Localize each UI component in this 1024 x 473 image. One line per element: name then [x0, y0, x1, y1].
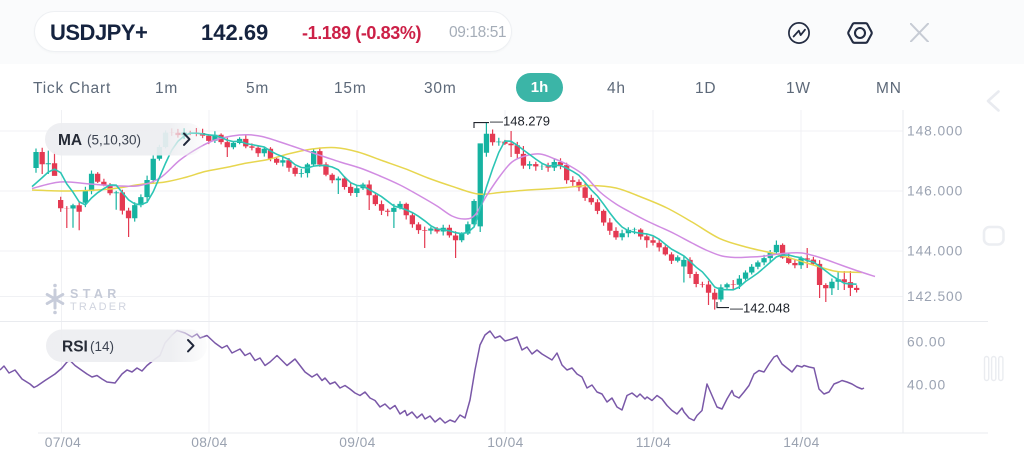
svg-text:40.00: 40.00 — [907, 378, 946, 393]
svg-text:148.000: 148.000 — [907, 124, 963, 139]
svg-text:—148.279: —148.279 — [490, 114, 550, 129]
svg-text:146.000: 146.000 — [907, 184, 963, 199]
svg-text:—142.048: —142.048 — [730, 301, 790, 316]
svg-text:08/04: 08/04 — [191, 435, 228, 450]
svg-text:TRADER: TRADER — [70, 301, 128, 313]
svg-text:09/04: 09/04 — [339, 435, 376, 450]
svg-text:(14): (14) — [90, 339, 114, 354]
svg-text:144.000: 144.000 — [907, 244, 963, 259]
svg-text:(5,10,30): (5,10,30) — [87, 133, 141, 148]
svg-text:07/04: 07/04 — [45, 435, 82, 450]
svg-text:11/04: 11/04 — [636, 435, 672, 450]
svg-text:14/04: 14/04 — [783, 435, 820, 450]
svg-text:STAR: STAR — [70, 287, 121, 301]
svg-text:MA: MA — [58, 132, 82, 149]
svg-text:60.00: 60.00 — [907, 335, 946, 350]
svg-text:RSI: RSI — [62, 339, 88, 356]
svg-text:142.500: 142.500 — [907, 289, 963, 304]
svg-text:10/04: 10/04 — [487, 435, 524, 450]
